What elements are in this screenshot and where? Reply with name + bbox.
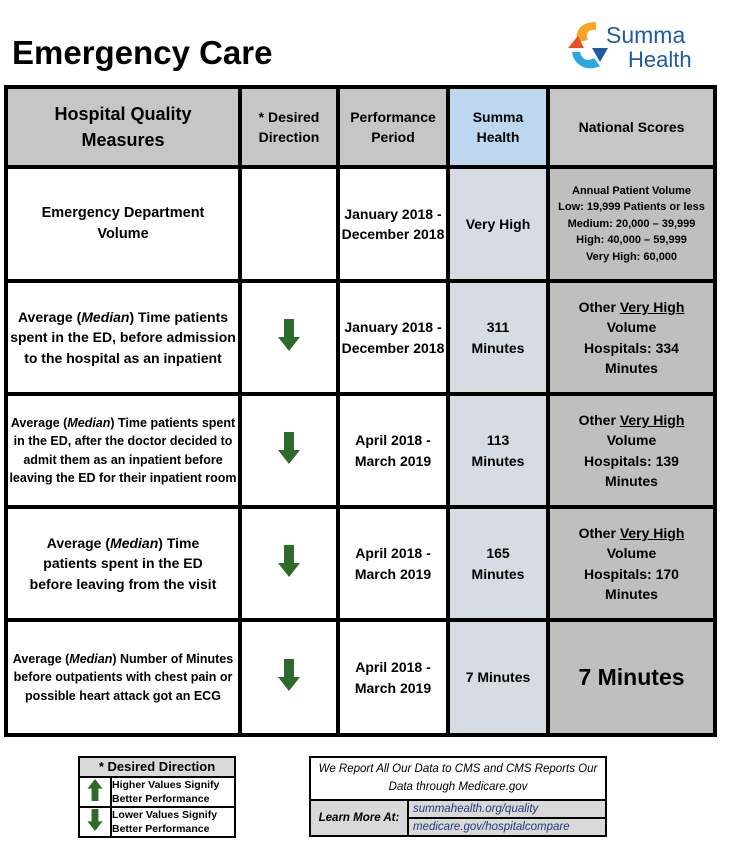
period-cell: April 2018 - March 2019 bbox=[336, 505, 450, 622]
header-period: Performance Period bbox=[336, 85, 450, 169]
summa-value: 7 Minutes bbox=[446, 618, 550, 737]
direction-cell bbox=[238, 279, 340, 396]
summa-value: Very High bbox=[446, 165, 550, 283]
up-arrow-icon bbox=[87, 778, 103, 801]
measure-cell: Average (Median) Number of Minutes befor… bbox=[4, 618, 242, 737]
direction-cell bbox=[238, 618, 340, 737]
direction-cell bbox=[238, 505, 340, 622]
national-line: Medium: 20,000 – 39,999 bbox=[567, 217, 696, 230]
period-cell: April 2018 - March 2019 bbox=[336, 618, 450, 737]
summa-health-logo: Summa Health bbox=[566, 18, 706, 78]
down-arrow-icon bbox=[278, 658, 300, 691]
summa-value: 165 Minutes bbox=[446, 505, 550, 622]
period-cell: April 2018 - March 2019 bbox=[336, 392, 450, 509]
table-row: Average (Median) Time patients spent in … bbox=[4, 279, 717, 396]
summa-value: 113 Minutes bbox=[446, 392, 550, 509]
direction-cell bbox=[238, 165, 340, 283]
national-cell: Other Very High Volume Hospitals: 334 Mi… bbox=[546, 279, 717, 396]
down-arrow-icon bbox=[278, 318, 300, 351]
national-line: High: 40,000 – 59,999 bbox=[576, 234, 687, 247]
measure-cell: Average (Median) Time patients spent in … bbox=[4, 279, 242, 396]
legend-up-text: Higher Values Signify Better Performance bbox=[110, 775, 236, 808]
national-cell: Other Very High Volume Hospitals: 170 Mi… bbox=[546, 505, 717, 622]
logo-text-health: Health bbox=[628, 47, 692, 72]
cms-info-box: We Report All Our Data to CMS and CMS Re… bbox=[309, 756, 607, 837]
period-cell: January 2018 - December 2018 bbox=[336, 279, 450, 396]
measure-cell: Average (Median) Time patients spent in … bbox=[4, 392, 242, 509]
learn-more-label: Learn More At: bbox=[309, 798, 409, 837]
national-line: Annual Patient Volume bbox=[572, 184, 691, 197]
link-summa-quality[interactable]: summahealth.org/quality bbox=[407, 798, 607, 819]
table-row: Average (Median) Number of Minutes befor… bbox=[4, 618, 717, 737]
down-arrow-icon bbox=[278, 544, 300, 577]
down-arrow-icon bbox=[278, 431, 300, 464]
page-title: Emergency Care bbox=[12, 34, 273, 71]
header-measure: Hospital Quality Measures bbox=[4, 85, 242, 169]
measure-cell: Emergency Department Volume bbox=[4, 165, 242, 283]
legend-title: * Desired Direction bbox=[78, 756, 236, 778]
national-line: Low: 19,999 Patients or less bbox=[558, 201, 705, 214]
period-cell: January 2018 - December 2018 bbox=[336, 165, 450, 283]
measure-cell: Average (Median) Time patients spent in … bbox=[4, 505, 242, 622]
quality-measures-table: Hospital Quality Measures * Desired Dire… bbox=[4, 85, 717, 737]
table-row: Average (Median) Time patients spent in … bbox=[4, 505, 717, 622]
legend-down-text: Lower Values Signify Better Performance bbox=[110, 805, 236, 839]
summa-value: 311 Minutes bbox=[446, 279, 550, 396]
logo-text-summa: Summa bbox=[606, 22, 686, 48]
header-direction: * Desired Direction bbox=[238, 85, 340, 169]
asterisk: * bbox=[258, 108, 265, 125]
header-summa: Summa Health bbox=[446, 85, 550, 169]
header-row: Hospital Quality Measures * Desired Dire… bbox=[4, 85, 717, 169]
header-national: National Scores bbox=[546, 85, 717, 169]
cms-note: We Report All Our Data to CMS and CMS Re… bbox=[309, 756, 607, 801]
direction-cell bbox=[238, 392, 340, 509]
national-cell: Other Very High Volume Hospitals: 139 Mi… bbox=[546, 392, 717, 509]
direction-label: Desired Direction bbox=[258, 108, 320, 145]
direction-legend: * Desired Direction Higher Values Signif… bbox=[78, 756, 236, 839]
down-arrow-icon bbox=[87, 808, 103, 831]
table-row: Average (Median) Time patients spent in … bbox=[4, 392, 717, 509]
table-row: Emergency Department Volume January 2018… bbox=[4, 165, 717, 283]
national-cell: Annual Patient Volume Low: 19,999 Patien… bbox=[546, 165, 717, 283]
national-cell: 7 Minutes bbox=[546, 618, 717, 737]
national-line: Very High: 60,000 bbox=[585, 250, 678, 263]
link-hospital-compare[interactable]: medicare.gov/hospitalcompare bbox=[407, 816, 607, 837]
